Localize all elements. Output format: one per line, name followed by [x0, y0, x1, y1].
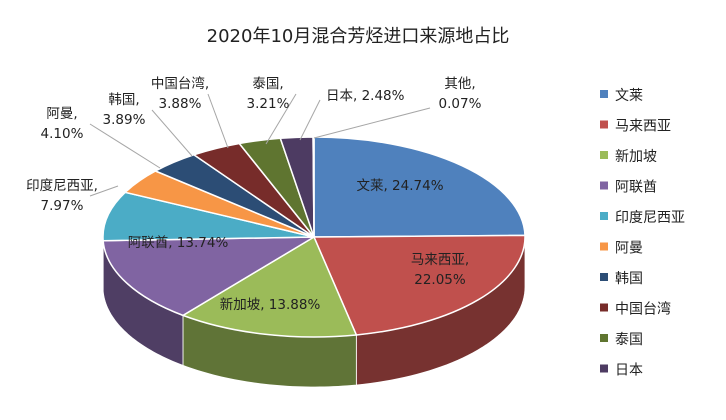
legend-label-印度尼西亚: 印度尼西亚 [615, 210, 685, 226]
pie-slice-马来西亚 [312, 234, 526, 336]
legend-swatch-文莱 [600, 90, 608, 98]
data-label-韩国: 韩国, [108, 92, 139, 108]
legend-label-阿联酋: 阿联酋 [615, 179, 657, 196]
leader-line-阿曼 [89, 123, 161, 169]
legend-label-泰国: 泰国 [615, 332, 643, 348]
leader-line-印度尼西亚 [89, 185, 119, 197]
data-label-阿曼: 阿曼, [46, 106, 77, 122]
legend-swatch-泰国 [600, 334, 608, 342]
pie-top [102, 136, 526, 338]
pie-slice-阿联酋 [102, 236, 317, 317]
legend-swatch-日本 [600, 364, 608, 373]
chart-title: 2020年10月混合芳烃进口来源地占比 [207, 26, 510, 47]
legend-label-日本: 日本 [615, 363, 643, 379]
pie-slice-新加坡 [181, 235, 358, 338]
legend-swatch-阿曼 [600, 242, 608, 251]
legend-label-中国台湾: 中国台湾 [615, 301, 671, 318]
legend-swatch-新加坡 [600, 151, 608, 159]
data-label-value-泰国: 3.21% [247, 96, 290, 112]
data-label-value-阿曼: 4.10% [41, 126, 84, 142]
legend-swatch-印度尼西亚 [600, 212, 608, 220]
data-label-value-韩国: 3.89% [103, 112, 146, 128]
leader-line-其他 [313, 107, 431, 139]
data-label-其他: 其他, [444, 76, 475, 92]
data-label-文莱: 文莱, 24.74% [356, 178, 443, 194]
legend-label-新加坡: 新加坡 [615, 149, 657, 165]
leader-line-日本 [299, 99, 321, 141]
data-label-日本: 日本, 2.48% [326, 88, 405, 104]
leader-line-中国台湾 [207, 93, 229, 149]
legend-swatch-马来西亚 [600, 120, 608, 129]
leader-lines [89, 93, 431, 197]
data-label-新加坡: 新加坡, 13.88% [220, 297, 321, 313]
data-label-value-中国台湾: 3.88% [159, 96, 202, 112]
pie-slice-印度尼西亚 [102, 191, 315, 242]
legend-label-文莱: 文莱 [615, 88, 643, 104]
leader-line-泰国 [265, 93, 297, 145]
data-labels: 文莱, 24.74% 马来西亚, 22.05% 新加坡, 13.88% 阿联酋, 13.… [26, 75, 482, 313]
leader-line-韩国 [151, 109, 193, 157]
legend-swatch-中国台湾 [600, 303, 608, 312]
legend-swatch-韩国 [600, 273, 608, 281]
data-label-阿联酋: 阿联酋, 13.74% [128, 234, 229, 251]
legend-swatch-阿联酋 [600, 181, 608, 190]
data-label-中国台湾: 中国台湾, [151, 75, 209, 92]
data-label-印度尼西亚: 印度尼西亚, [26, 178, 98, 194]
data-label-value-马来西亚: 22.05% [414, 272, 466, 288]
data-label-泰国: 泰国, [252, 76, 283, 92]
legend-label-马来西亚: 马来西亚 [615, 119, 671, 135]
legend-label-韩国: 韩国 [615, 271, 643, 287]
pie-slice-文莱 [313, 136, 526, 238]
pie-slice-其他 [312, 136, 315, 238]
data-label-马来西亚: 马来西亚, [411, 252, 469, 268]
legend-label-阿曼: 阿曼 [615, 241, 643, 257]
data-label-value-印度尼西亚: 7.97% [41, 198, 84, 214]
data-label-value-其他: 0.07% [439, 96, 482, 112]
